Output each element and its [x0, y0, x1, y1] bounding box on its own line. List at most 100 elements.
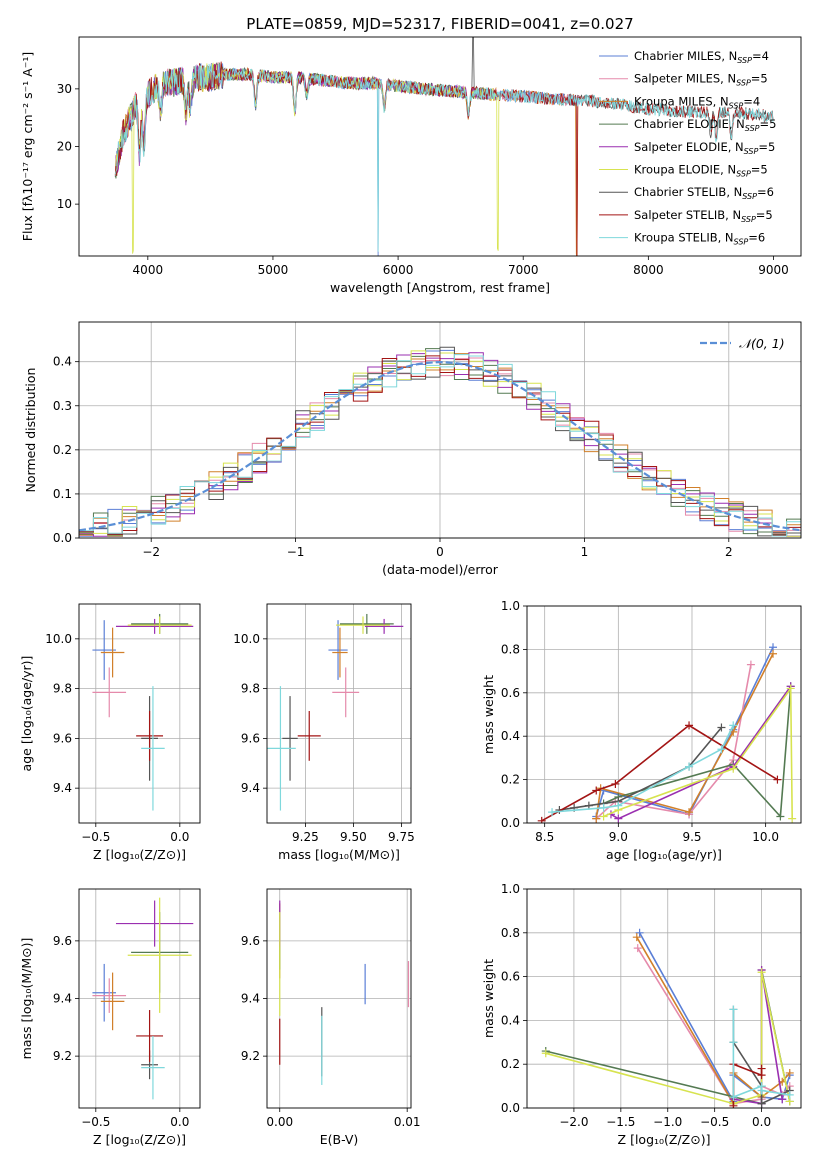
x-tick-label: −2 [142, 545, 160, 559]
series-kroupa-stelib [729, 1005, 794, 1102]
errorbar-kroupa-stelib [141, 686, 165, 811]
y-tick-label: 9.8 [241, 682, 260, 696]
errorbar-salpeter-stelib [136, 711, 164, 761]
errorbar-salpeter-miles [92, 667, 127, 718]
x-tick-label: −1.5 [606, 1115, 635, 1129]
axes-frame [78, 603, 201, 824]
spectrum-legend: Chabrier MILES, NSSP=4 Salpeter MILES, NS… [599, 49, 776, 247]
y-tick-label: 9.2 [241, 1049, 260, 1063]
plot-area [79, 346, 801, 538]
data-point [729, 764, 738, 773]
y-tick-label: 0.4 [501, 729, 520, 743]
errorbar-chabrier-miles [328, 620, 348, 680]
y-tick-label: 0.8 [501, 926, 520, 940]
y-tick-label: 0.2 [501, 1057, 520, 1071]
data-point [592, 814, 601, 823]
errorbar-salpeter-miles [92, 978, 127, 1013]
axes-frame [78, 888, 201, 1109]
errorbar-kroupa-elodie [127, 897, 192, 1013]
x-tick-label: 0.00 [266, 1115, 293, 1129]
data-point [599, 812, 608, 821]
x-tick-label: −0.5 [700, 1115, 729, 1129]
series-salpeter-stelib [537, 721, 782, 823]
data-point [778, 1095, 787, 1104]
data-point [773, 775, 782, 784]
spectrum-line-kroupa-stelib [114, 63, 774, 252]
x-tick-label: 9.5 [682, 830, 701, 844]
data-point [788, 814, 797, 823]
legend-entry: Salpeter ELODIE, NSSP=5 [634, 140, 775, 156]
y-axis-label: mass weight [481, 675, 496, 754]
data-point [757, 968, 766, 977]
spectrum-panel: 4000 5000 6000 7000 8000 9000 10 20 30 wavelength… [20, 36, 802, 295]
y-tick-label: 0.4 [53, 355, 72, 369]
age-vs-mass-panel: 9.25 9.50 9.75 9.4 9.6 9.8 10.0 mass [log₁₀(M/M… [233, 603, 415, 862]
errorbar-kroupa-elodie [336, 616, 390, 634]
y-axis-label: Normed distribution [23, 368, 38, 493]
x-axis-label: mass [log₁₀(M/M⊙)] [278, 847, 400, 862]
x-tick-label: 8000 [633, 263, 664, 277]
data-point [717, 723, 726, 732]
plot-area [541, 928, 794, 1108]
figure-title: PLATE=0859, MJD=52317, FIBERID=0041, z=0… [246, 15, 633, 33]
data-point [614, 814, 623, 823]
series-line [595, 646, 774, 817]
y-tick-label: 0.3 [53, 399, 72, 413]
y-tick-label: 0.6 [501, 970, 520, 984]
mass-vs-ebv-panel: 0.00 0.01 9.2 9.4 9.6 E(B-V) [241, 888, 421, 1147]
y-tick-label: 0.4 [501, 1013, 520, 1027]
x-tick-label: 6000 [383, 263, 414, 277]
plot-area [92, 613, 194, 811]
y-axis-label: mass [log₁₀(M/M⊙)] [19, 938, 34, 1060]
y-tick-label: 0.0 [53, 531, 72, 545]
axes-frame [526, 605, 802, 824]
y-axis-label: Flux [fλ10⁻¹⁷ erg cm⁻² s⁻¹ A⁻¹] [20, 52, 35, 241]
x-axis-label: wavelength [Angstrom, rest frame] [330, 280, 550, 295]
data-point [757, 1086, 766, 1095]
data-point [614, 801, 623, 810]
plot-area [114, 37, 774, 256]
errorbar-kroupa-elodie [127, 616, 192, 634]
axes-frame [78, 321, 802, 539]
legend-entry: 𝒩(0, 1) [739, 336, 785, 351]
data-point [729, 1093, 738, 1102]
data-point [785, 1090, 794, 1099]
data-point [548, 808, 557, 817]
plot-area [92, 897, 194, 1100]
data-point [611, 779, 620, 788]
data-point [729, 1101, 738, 1108]
errorbar-salpeter-stelib [297, 711, 321, 761]
data-point [746, 660, 755, 669]
x-tick-label: 0 [436, 545, 444, 559]
grid-lines [79, 604, 200, 823]
data-point [685, 808, 694, 817]
x-tick-label: −0.5 [81, 1115, 110, 1129]
y-tick-label: 30 [57, 82, 72, 96]
data-point [633, 944, 642, 953]
y-tick-label: 9.2 [53, 1049, 72, 1063]
x-tick-label: 0.01 [394, 1115, 421, 1129]
weight-vs-metallicity-panel: −2.0 −1.5 −1.0 −0.5 0.0 0.0 0.2 0.4 0.6 0.8 1.0 Z [… [481, 882, 802, 1147]
y-tick-label: 0.8 [501, 642, 520, 656]
y-tick-label: 9.4 [53, 992, 72, 1006]
y-tick-label: 1.0 [501, 599, 520, 613]
weight-vs-age-panel: 8.5 9.0 9.5 10.0 0.0 0.2 0.4 0.6 0.8 1.0 age [log₁… [481, 599, 802, 862]
y-tick-label: 1.0 [501, 882, 520, 896]
axes-frame [266, 888, 412, 1109]
legend-entry: Salpeter STELIB, NSSP=5 [634, 208, 773, 224]
grid-lines [527, 605, 801, 824]
x-tick-label: 0.0 [170, 1115, 189, 1129]
legend-entry: Chabrier STELIB, NSSP=6 [634, 185, 774, 201]
x-tick-label: 8.5 [535, 830, 554, 844]
errorbar-salpeter-elodie [115, 900, 194, 947]
normal-curve [79, 360, 801, 532]
x-tick-label: 1 [581, 545, 589, 559]
y-tick-label: 10.0 [45, 632, 72, 646]
data-point [786, 684, 795, 693]
data-point [537, 816, 546, 823]
errorbar-salpeter-stelib [136, 1010, 164, 1062]
y-tick-label: 9.8 [53, 682, 72, 696]
x-axis-label: E(B-V) [320, 1132, 359, 1147]
axes-frame [266, 603, 412, 824]
y-tick-label: 0.6 [501, 686, 520, 700]
